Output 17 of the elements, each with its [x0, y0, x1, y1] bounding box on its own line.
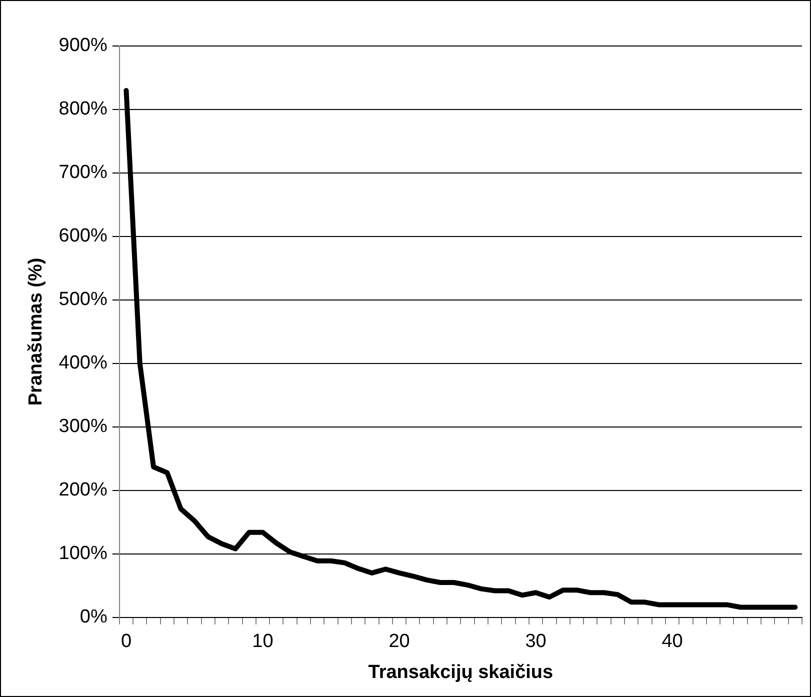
y-tick-label: 300% [58, 416, 108, 438]
y-tick-label: 200% [58, 480, 108, 501]
y-tick-label: 400% [58, 352, 108, 374]
y-tick-label: 800% [58, 98, 108, 120]
y-tick-label: 500% [58, 289, 108, 310]
y-tick-label: 600% [58, 226, 108, 247]
x-tick-label: 40 [662, 631, 683, 652]
x-axis-title: Transakcijų skaičius [368, 662, 554, 683]
y-axis-title: Pranašumas (%) [26, 258, 47, 406]
y-tick-label: 100% [58, 543, 108, 564]
x-tick-label: 30 [525, 631, 546, 652]
y-tick-label: 0% [80, 606, 108, 628]
x-tick-label: 10 [252, 631, 274, 652]
y-tick-label: 900% [58, 35, 108, 56]
x-tick-label: 0 [120, 631, 132, 652]
y-tick-label: 700% [58, 162, 108, 184]
x-tick-label: 20 [388, 631, 410, 652]
